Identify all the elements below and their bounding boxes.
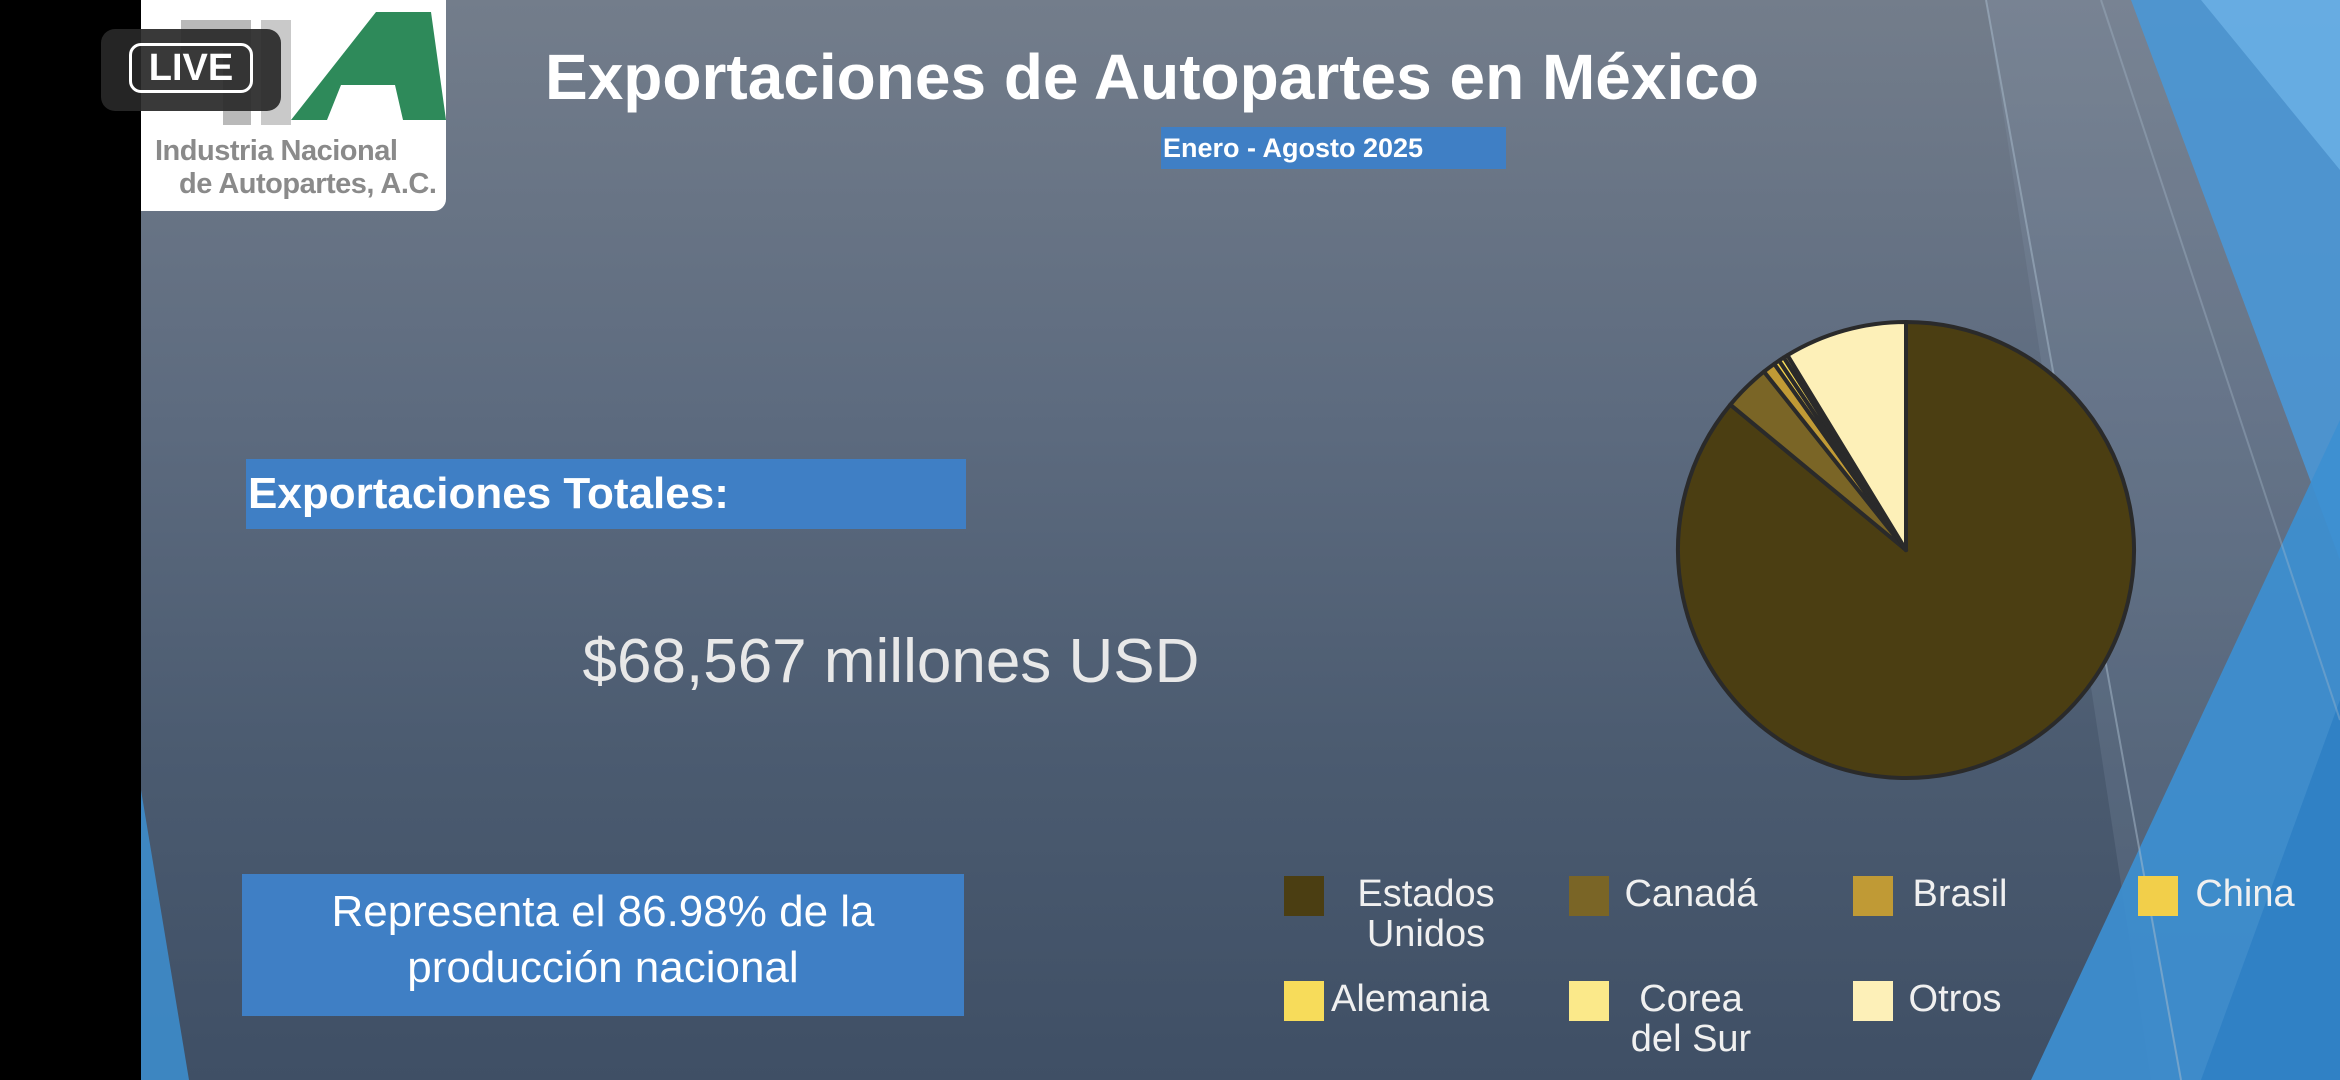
totals-value: $68,567 millones USD <box>582 627 1200 696</box>
live-badge[interactable]: LIVE <box>101 29 281 111</box>
logo-a-shape <box>291 12 446 120</box>
legend-label-1: Canadá <box>1624 873 1758 915</box>
logo-text-line-2: de Autopartes, A.C. <box>179 168 437 200</box>
legend-swatch-6 <box>1853 981 1893 1021</box>
legend-label-6: Otros <box>1908 978 2002 1020</box>
slide-subtitle: Enero - Agosto 2025 <box>1161 127 1506 169</box>
totals-label: Exportaciones Totales: <box>246 459 966 529</box>
logo-text-line-1: Industria Nacional <box>155 135 398 167</box>
legend-label-2: Brasil <box>1912 873 2008 915</box>
pie-slice-6 <box>1785 320 1908 552</box>
legend-swatch-1 <box>1569 876 1609 916</box>
legend-label-3: China <box>2195 873 2295 915</box>
export-pie-chart <box>1676 320 2136 780</box>
legend-swatch-5 <box>1569 981 1609 1021</box>
legend-label-5: Corea del Sur <box>1630 978 1752 1060</box>
legend-label-0: Estados Unidos <box>1357 873 1495 955</box>
legend-label-4: Alemania <box>1331 978 1490 1020</box>
slide-title: Exportaciones de Autopartes en México <box>545 41 1759 113</box>
production-share-note: Representa el 86.98% de la producción na… <box>242 874 964 1016</box>
legend-swatch-4 <box>1284 981 1324 1021</box>
legend-swatch-0 <box>1284 876 1324 916</box>
legend-swatch-3 <box>2138 876 2178 916</box>
slide: Industria Nacional de Autopartes, A.C. E… <box>141 0 2340 1080</box>
slide-decoration <box>141 0 2340 1080</box>
live-label: LIVE <box>129 43 253 93</box>
legend-swatch-2 <box>1853 876 1893 916</box>
